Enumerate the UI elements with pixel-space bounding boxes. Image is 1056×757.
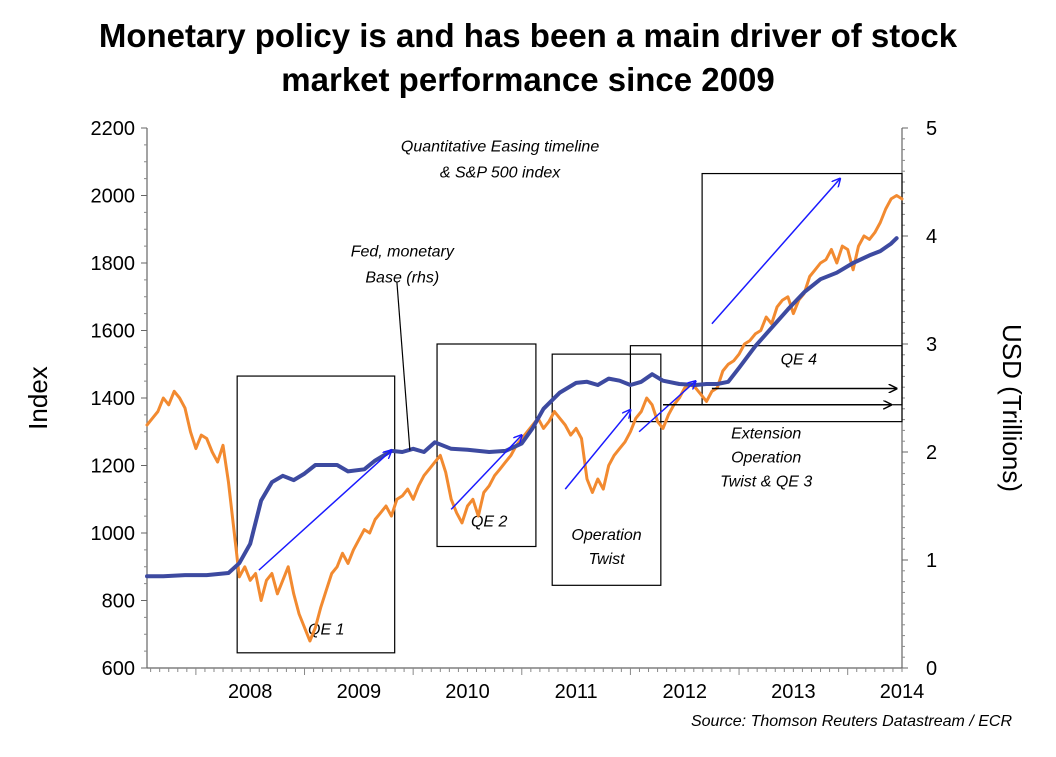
y2-tick-label-5: 5 — [926, 118, 937, 140]
annotation-1-line-1: Base (rhs) — [365, 269, 439, 286]
y-tick-label-800: 800 — [102, 591, 135, 613]
annotation-0-line-0: Quantitative Easing timeline — [401, 139, 599, 156]
y2-tick-label-0: 0 — [926, 658, 937, 680]
y2-tick-label-4: 4 — [926, 226, 937, 248]
qe-box-0 — [236, 375, 396, 654]
x-tick-label-2013: 2013 — [771, 681, 816, 703]
y-tick-label-1000: 1000 — [91, 523, 136, 545]
trend-arrow-1 — [450, 435, 522, 510]
qe-box-label-2-0: Operation — [571, 527, 641, 544]
series-line-left — [145, 194, 904, 643]
y-tick-label-1200: 1200 — [91, 456, 136, 478]
chart-title-line-2: market performance since 2009 — [281, 61, 775, 98]
annotation-0-line-1: & S&P 500 index — [440, 165, 561, 182]
x-tick-label-2009: 2009 — [337, 681, 382, 703]
x-tick-label-2011: 2011 — [555, 681, 598, 703]
trend-arrow-2 — [564, 410, 630, 490]
annotation-1-line-0: Fed, monetary — [351, 243, 455, 260]
y-tick-label-2000: 2000 — [91, 186, 136, 208]
qe-box-label-3-0: Extension — [731, 426, 801, 443]
source-note: Source: Thomson Reuters Datastream / ECR — [690, 713, 1012, 730]
y2-tick-label-2: 2 — [926, 442, 937, 464]
y-tick-label-2200: 2200 — [91, 118, 136, 140]
y-tick-label-1400: 1400 — [91, 388, 136, 410]
y-axis-title: Index — [23, 366, 53, 430]
qe-box-4 — [701, 172, 903, 406]
y2-tick-label-1: 1 — [926, 550, 937, 572]
qe-box-label-3-2: Twist & QE 3 — [720, 474, 812, 491]
chart-title: Monetary policy is and has been a main d… — [0, 14, 1056, 102]
trend-arrow-3 — [638, 381, 695, 433]
series-line-right — [145, 236, 899, 579]
qe-box-label-1-0: QE 2 — [471, 513, 508, 530]
y-tick-label-1600: 1600 — [91, 321, 136, 343]
qe-box-label-4-0: QE 4 — [781, 351, 818, 368]
trend-arrow-4 — [711, 179, 840, 325]
qe-box-label-3-1: Operation — [731, 450, 801, 467]
y2-axis-title: USD (Trillions) — [997, 324, 1027, 492]
x-tick-label-2012: 2012 — [662, 681, 707, 703]
qe-box-label-2-1: Twist — [588, 551, 625, 568]
x-tick-label-2014: 2014 — [880, 681, 925, 703]
qe-box-2 — [551, 353, 662, 586]
trend-arrow-0 — [258, 450, 392, 571]
chart-title-line-1: Monetary policy is and has been a main d… — [98, 17, 958, 54]
y2-tick-label-3: 3 — [926, 334, 937, 356]
annotation-leader-line — [396, 281, 411, 451]
y-tick-label-1800: 1800 — [91, 253, 136, 275]
y-tick-label-600: 600 — [102, 658, 135, 680]
x-tick-label-2010: 2010 — [445, 681, 490, 703]
x-tick-label-2008: 2008 — [228, 681, 273, 703]
